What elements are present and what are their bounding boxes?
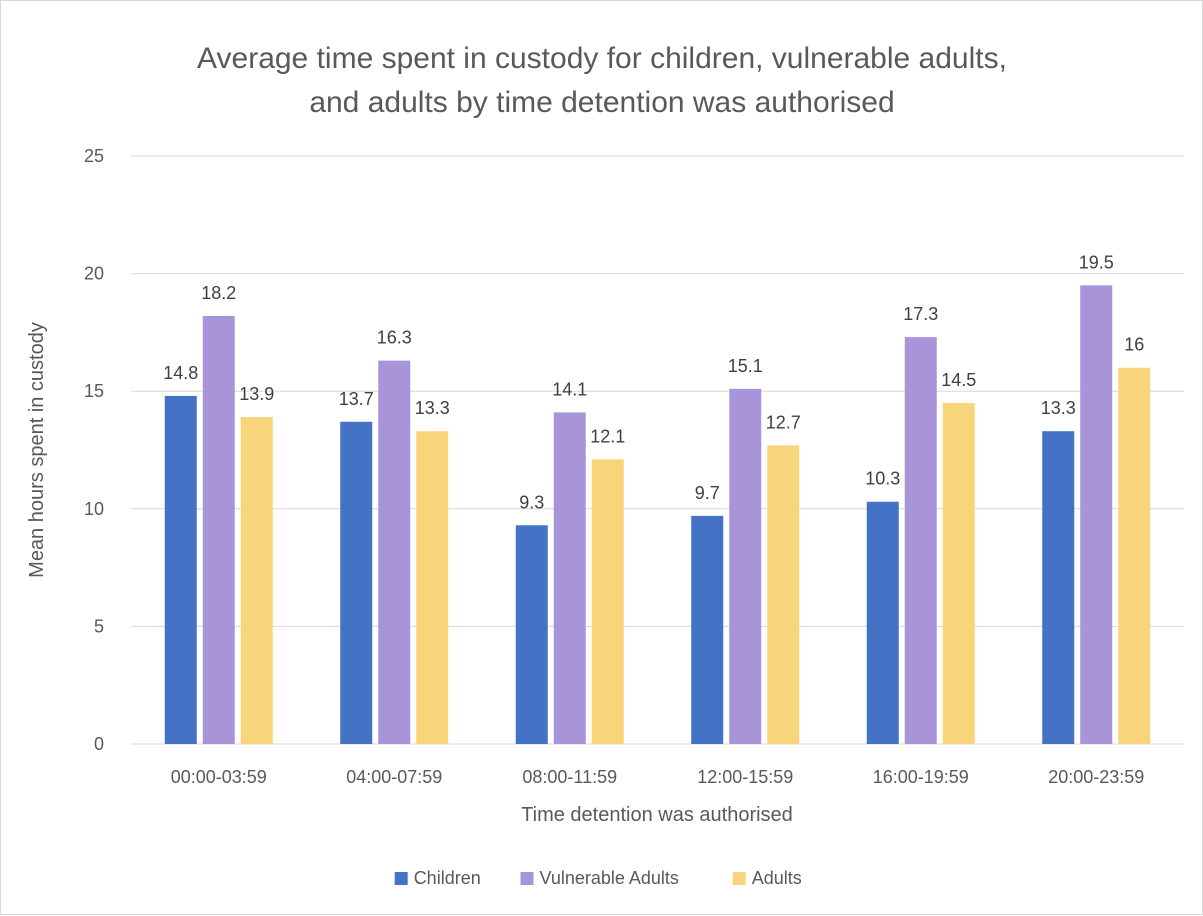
- y-tick-label-15: 15: [84, 381, 104, 401]
- y-tick-label-5: 5: [94, 616, 104, 636]
- bar-adults-4: [942, 402, 975, 744]
- data-label-vulnerable-adults-1: 16.3: [377, 328, 412, 348]
- x-tick-label-0: 00:00-03:59: [171, 767, 267, 787]
- bar-vulnerable-adults-4: [904, 337, 937, 744]
- bar-adults-0: [240, 417, 273, 744]
- bar-children-5: [1042, 431, 1075, 744]
- bar-vulnerable-adults-3: [729, 388, 762, 744]
- data-label-adults-2: 12.1: [590, 426, 625, 446]
- data-label-adults-1: 13.3: [415, 398, 450, 418]
- x-axis-ticks: 00:00-03:59 04:00-07:59 08:00-11:59 12:00-1…: [171, 767, 1145, 787]
- data-label-adults-0: 13.9: [239, 384, 274, 404]
- chart-title-line-2: and adults by time detention was authori…: [309, 86, 894, 119]
- x-tick-label-2: 08:00-11:59: [522, 767, 617, 787]
- data-label-children-2: 9.3: [519, 492, 544, 512]
- data-label-vulnerable-adults-2: 14.1: [552, 379, 587, 399]
- data-label-vulnerable-adults-0: 18.2: [201, 283, 236, 303]
- data-labels: 14.8 18.2 13.9 13.7 16.3 13.3 9.3 14.1 12.1 9.7 15…: [163, 252, 1144, 512]
- data-label-adults-5: 16: [1124, 335, 1144, 355]
- bars: [164, 285, 1151, 744]
- bar-children-3: [691, 515, 724, 744]
- y-axis-ticks: 0 5 10 15 20 25: [84, 146, 104, 754]
- data-label-children-0: 14.8: [163, 363, 198, 383]
- chart-title: Average time spent in custody for childr…: [197, 42, 1007, 119]
- legend: Children Vulnerable Adults Adults: [394, 868, 802, 888]
- gridlines: [131, 155, 1184, 745]
- x-axis-title: Time detention was authorised: [521, 804, 793, 826]
- x-tick-label-3: 12:00-15:59: [697, 767, 793, 787]
- legend-swatch-children: [394, 872, 408, 885]
- x-tick-label-1: 04:00-07:59: [346, 767, 442, 787]
- bar-vulnerable-adults-1: [378, 360, 411, 744]
- data-label-children-4: 10.3: [865, 469, 900, 489]
- data-label-children-3: 9.7: [695, 483, 720, 503]
- bar-vulnerable-adults-5: [1080, 285, 1113, 744]
- bar-vulnerable-adults-0: [202, 315, 235, 744]
- data-label-vulnerable-adults-3: 15.1: [728, 356, 763, 376]
- data-label-adults-3: 12.7: [766, 412, 801, 432]
- chart-title-line-1: Average time spent in custody for childr…: [197, 42, 1007, 75]
- y-tick-label-10: 10: [84, 499, 104, 519]
- x-tick-label-5: 20:00-23:59: [1048, 767, 1144, 787]
- bar-children-4: [866, 501, 899, 744]
- bar-adults-2: [591, 459, 624, 744]
- y-tick-label-20: 20: [84, 264, 104, 284]
- legend-swatch-adults: [732, 872, 746, 885]
- bar-vulnerable-adults-2: [553, 412, 586, 744]
- bar-children-2: [515, 525, 548, 744]
- data-label-adults-4: 14.5: [941, 370, 976, 390]
- legend-label-children: Children: [414, 868, 481, 888]
- legend-swatch-vulnerable-adults: [520, 872, 534, 885]
- y-tick-label-0: 0: [94, 734, 104, 754]
- bar-children-1: [340, 421, 373, 744]
- bar-adults-1: [416, 431, 449, 744]
- legend-label-vulnerable-adults: Vulnerable Adults: [540, 868, 679, 888]
- bar-children-0: [164, 395, 197, 744]
- bar-adults-5: [1118, 367, 1151, 744]
- data-label-vulnerable-adults-5: 19.5: [1079, 252, 1114, 272]
- y-axis-title: Mean hours spent in custody: [26, 322, 48, 578]
- data-label-children-5: 13.3: [1041, 398, 1076, 418]
- x-tick-label-4: 16:00-19:59: [873, 767, 969, 787]
- y-tick-label-25: 25: [84, 146, 104, 166]
- bar-adults-3: [767, 445, 800, 744]
- data-label-vulnerable-adults-4: 17.3: [903, 304, 938, 324]
- legend-label-adults: Adults: [752, 868, 802, 888]
- data-label-children-1: 13.7: [339, 389, 374, 409]
